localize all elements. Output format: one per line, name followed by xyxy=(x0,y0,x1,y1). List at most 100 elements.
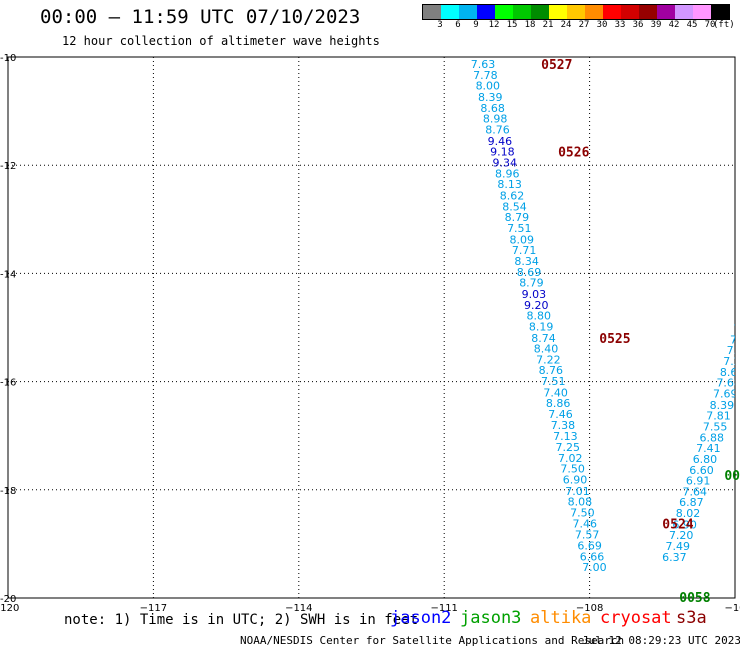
satellite-jason2: jason2 xyxy=(390,608,452,628)
time-annotation: 0059 xyxy=(724,469,740,484)
data-point-label: 7.00 xyxy=(582,561,607,574)
chart-title: 00:00 — 11:59 UTC 07/10/2023 xyxy=(40,6,361,28)
legend-label: 45 xyxy=(686,20,698,30)
data-point-label: 8.19 xyxy=(529,320,554,333)
satellite-altika: altika xyxy=(530,608,592,628)
data-point-label: 7.71 xyxy=(512,244,537,257)
plot-frame xyxy=(7,56,736,599)
legend-label: 27 xyxy=(578,20,590,30)
legend-swatch xyxy=(513,5,531,19)
data-point-label: 8.96 xyxy=(495,167,520,180)
data-point-label: 6.66 xyxy=(580,550,605,563)
data-point-label: 6.88 xyxy=(699,431,724,444)
time-annotation: 0526 xyxy=(558,146,589,161)
data-point-label: 9.34 xyxy=(493,156,518,169)
legend-label: 33 xyxy=(614,20,626,30)
legend-label: 3 xyxy=(437,20,443,30)
data-point-label: 8.09 xyxy=(509,233,534,246)
data-point-label: 7.13 xyxy=(553,430,578,443)
data-point-label: 8.86 xyxy=(546,397,571,410)
footer-timestamp: Jul 12 08:29:23 UTC 2023 xyxy=(582,634,740,647)
data-point-label: 6.37 xyxy=(662,551,687,564)
data-point-label: 7.51 xyxy=(507,222,532,235)
x-tick-label: −114 xyxy=(285,603,312,614)
data-point-label: 6.69 xyxy=(577,540,602,553)
data-point-label: 8.74 xyxy=(531,332,556,345)
time-annotation: 0525 xyxy=(599,332,630,347)
y-tick-label: -16 xyxy=(0,378,16,389)
legend-label: 9 xyxy=(473,20,479,30)
data-point-label: 7.28 xyxy=(723,355,740,368)
data-point-label: 8.40 xyxy=(534,343,559,356)
data-point-label: 6.60 xyxy=(689,464,714,477)
data-point-label: 8.69 xyxy=(517,266,542,279)
legend-label: 12 xyxy=(488,20,500,30)
legend-label: 18 xyxy=(524,20,536,30)
data-point-label: 6.90 xyxy=(672,518,697,531)
y-tick-label: -12 xyxy=(0,161,16,172)
data-point-label: 7.01 xyxy=(565,485,590,498)
legend-swatch xyxy=(603,5,621,19)
data-point-label: 7.50 xyxy=(727,344,740,357)
x-tick-label: -120 xyxy=(0,603,19,614)
legend-swatch xyxy=(657,5,675,19)
data-point-label: 8.79 xyxy=(519,277,544,290)
data-point-label: 7.41 xyxy=(696,442,721,455)
legend-swatch xyxy=(585,5,603,19)
data-point-label: 7.40 xyxy=(543,386,568,399)
legend-swatch xyxy=(477,5,495,19)
x-tick-label: −117 xyxy=(140,603,167,614)
data-point-label: 7.50 xyxy=(560,463,585,476)
color-scale-labels: 3 6 9 12 15 18 21 24 27 30 33 36 39 42 45 70 xyxy=(422,20,719,30)
data-point-label: 8.76 xyxy=(539,364,564,377)
y-tick-label: -18 xyxy=(0,486,16,497)
legend-label: 36 xyxy=(632,20,644,30)
time-annotation: 0527 xyxy=(541,58,572,73)
satellite-jason3: jason3 xyxy=(460,608,522,628)
y-tick-label: -20 xyxy=(0,594,16,605)
footer-credit: NOAA/NESDIS Center for Satellite Applica… xyxy=(240,634,625,647)
data-point-label: 8.80 xyxy=(526,310,551,323)
data-point-label: 7.78 xyxy=(473,69,498,82)
data-point-label: 8.79 xyxy=(505,211,530,224)
legend-label: 15 xyxy=(506,20,518,30)
data-point-label: 7.38 xyxy=(551,419,576,432)
data-point-label: 7.68 xyxy=(716,377,740,390)
data-point-label: 8.76 xyxy=(485,123,510,136)
data-point-label: 7.69 xyxy=(713,388,738,401)
data-point-label: 8.98 xyxy=(483,113,508,126)
x-tick-label: −111 xyxy=(430,603,457,614)
legend-swatch xyxy=(711,5,729,19)
data-point-label: 8.34 xyxy=(514,255,539,268)
data-point-label: 8.08 xyxy=(568,496,593,509)
legend-label: 6 xyxy=(455,20,461,30)
data-point-label: 6.91 xyxy=(686,475,711,488)
data-point-label: 6.80 xyxy=(693,453,718,466)
data-point-label: 7.42 xyxy=(733,323,740,336)
time-annotation: 0058 xyxy=(679,591,710,606)
x-tick-label: −108 xyxy=(576,603,603,614)
data-point-label: 7.50 xyxy=(570,507,595,520)
data-point-label: 8.13 xyxy=(497,178,522,191)
legend-swatch xyxy=(639,5,657,19)
legend-label: 30 xyxy=(596,20,608,30)
legend-swatch xyxy=(621,5,639,19)
y-tick-label: -14 xyxy=(0,269,16,280)
data-point-label: 7.25 xyxy=(556,441,581,454)
legend-swatch xyxy=(531,5,549,19)
y-tick-label: -10 xyxy=(0,53,16,64)
data-point-label: 8.00 xyxy=(476,80,501,93)
satellite-s3a: s3a xyxy=(676,608,707,628)
time-annotation: 0524 xyxy=(662,517,693,532)
data-point-label: 8.39 xyxy=(710,399,735,412)
legend-label: 21 xyxy=(542,20,554,30)
data-point-label: 8.39 xyxy=(478,91,503,104)
data-point-label: 9.46 xyxy=(488,135,513,148)
data-point-label: 7.46 xyxy=(573,517,598,530)
legend-swatch xyxy=(567,5,585,19)
chart-subtitle: 12 hour collection of altimeter wave hei… xyxy=(62,34,380,48)
x-tick-label: −10 xyxy=(724,603,740,614)
data-point-label: 7.89 xyxy=(730,333,740,346)
legend-swatch xyxy=(441,5,459,19)
